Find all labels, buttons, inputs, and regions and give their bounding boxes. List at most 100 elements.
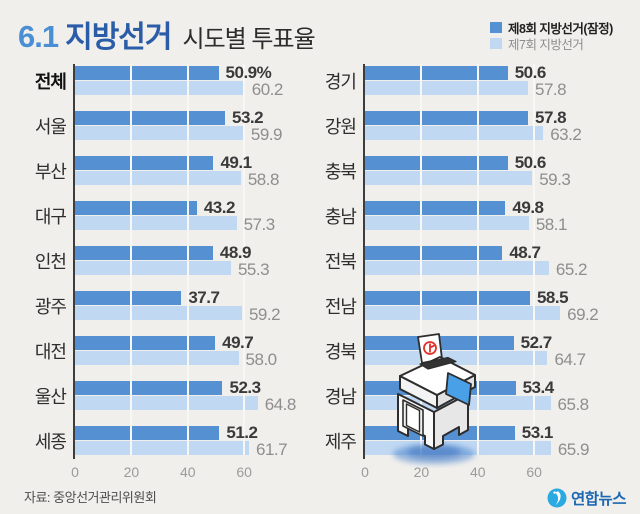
category-label: 경남 — [324, 386, 357, 407]
bar-8th-election — [75, 201, 197, 215]
value-label-8th: 48.7 — [509, 243, 541, 262]
bar-7th-election — [75, 171, 241, 185]
category-label: 강원 — [324, 116, 357, 137]
value-label-7th: 63.2 — [550, 125, 582, 144]
value-label-8th: 58.5 — [536, 288, 569, 307]
page-title: 6.1 지방선거 시도별 투표율 — [18, 12, 316, 56]
value-label-7th: 64.7 — [554, 350, 586, 369]
value-label-7th: 60.2 — [251, 80, 284, 99]
value-label-7th: 59.3 — [539, 170, 571, 189]
bar-7th-election — [365, 216, 529, 230]
category-label: 인천 — [34, 251, 67, 272]
value-label-7th: 61.7 — [255, 440, 288, 459]
value-label-8th: 48.9 — [219, 243, 252, 262]
x-axis-tick-label: 60 — [526, 464, 542, 480]
x-axis-tick-label: 40 — [470, 464, 486, 480]
bar-8th-election — [75, 66, 219, 80]
ballot-body-right — [433, 393, 469, 450]
value-label-7th: 65.2 — [555, 260, 588, 279]
gridline — [476, 64, 479, 455]
bar-8th-election — [75, 246, 213, 260]
x-axis-tick-label: 60 — [236, 464, 252, 480]
bar-7th-election — [75, 351, 239, 365]
category-label: 울산 — [34, 386, 67, 407]
bar-7th-election — [75, 126, 244, 140]
bar-7th-election — [365, 81, 528, 95]
bar-8th-election — [75, 291, 182, 305]
chart-left-column: 전체 50.9% 60.2 서울 53.2 59.9 부산 49.1 58.8 대구 43.2 57.… — [16, 64, 328, 484]
bar-8th-election — [365, 201, 506, 215]
value-label-7th: 69.2 — [567, 305, 599, 324]
value-label-8th: 49.1 — [220, 153, 252, 172]
title-date: 6.1 — [18, 19, 59, 54]
value-label-8th: 52.7 — [520, 333, 553, 352]
x-axis-tick-label: 20 — [413, 464, 430, 480]
value-label-8th: 37.7 — [188, 288, 220, 307]
bar-7th-election — [365, 126, 544, 140]
value-label-8th: 53.2 — [232, 108, 264, 127]
legend-swatch-7th — [490, 37, 502, 49]
bar-7th-election — [75, 396, 258, 410]
value-label-7th: 58.1 — [535, 215, 568, 234]
value-label-8th: 43.2 — [203, 198, 236, 217]
value-label-8th: 49.7 — [222, 333, 254, 352]
value-label-7th: 58.8 — [247, 170, 280, 189]
bar-8th-election — [365, 111, 528, 125]
category-label: 전체 — [34, 71, 67, 92]
value-label-7th: 58.0 — [245, 350, 278, 369]
x-axis-tick-label: 0 — [361, 464, 369, 480]
category-label: 대구 — [34, 206, 67, 227]
legend: 제8회 지방선거(잠정) 제7회 지방선거 — [490, 19, 613, 52]
bar-8th-election — [365, 66, 508, 80]
category-label: 대전 — [34, 341, 67, 362]
source-note: 자료: 중앙선거관리위원회 — [24, 490, 157, 505]
bar-7th-election — [75, 216, 237, 230]
bar-8th-election — [75, 381, 223, 395]
value-label-8th: 52.3 — [229, 378, 261, 397]
category-label: 세종 — [34, 431, 67, 452]
value-label-7th: 57.8 — [534, 80, 567, 99]
value-label-8th: 50.6 — [514, 153, 547, 172]
legend-label-7th: 제7회 지방선거 — [508, 37, 584, 52]
bar-7th-election — [365, 306, 561, 320]
gridline — [186, 64, 189, 455]
bar-7th-election — [75, 81, 245, 95]
ballot-slot — [419, 356, 457, 370]
category-label: 광주 — [34, 296, 67, 317]
legend-swatch-8th — [490, 21, 502, 33]
value-label-7th: 59.9 — [250, 125, 283, 144]
legend-label-8th: 제8회 지방선거(잠정) — [508, 21, 613, 36]
category-label: 부산 — [34, 161, 67, 182]
x-axis-tick-label: 20 — [123, 464, 140, 480]
ballot-stamp — [423, 341, 437, 355]
ballot-box-illustration — [393, 333, 476, 464]
category-label: 경북 — [324, 341, 357, 362]
value-label-7th: 64.8 — [264, 395, 297, 414]
yonhap-logo-text: 연합뉴스 — [570, 491, 627, 508]
value-label-7th: 65.9 — [557, 440, 590, 459]
title-subtitle: 시도별 투표율 — [182, 26, 316, 53]
bar-8th-election — [75, 426, 220, 440]
value-label-8th: 50.6 — [514, 63, 547, 82]
bar-7th-election — [75, 306, 242, 320]
value-label-8th: 57.8 — [534, 108, 567, 127]
value-label-7th: 57.3 — [243, 215, 276, 234]
value-label-7th: 59.2 — [248, 305, 281, 324]
bar-7th-election — [365, 351, 548, 365]
legend-item-7th: 제7회 지방선거 — [490, 35, 613, 52]
x-axis-tick-label: 0 — [71, 464, 79, 480]
value-label-8th: 53.1 — [521, 423, 554, 442]
category-label: 제주 — [324, 431, 357, 452]
news-agency-logo: 연합뉴스 — [547, 487, 627, 509]
bar-8th-election — [75, 156, 214, 170]
bar-8th-election — [365, 156, 508, 170]
value-label-8th: 49.8 — [512, 198, 544, 217]
yonhap-logo-icon — [547, 488, 567, 508]
category-label: 충북 — [324, 161, 357, 182]
category-label: 충남 — [324, 206, 357, 227]
bar-8th-election — [75, 336, 216, 350]
gridline — [533, 64, 536, 455]
bar-7th-election — [365, 171, 533, 185]
value-label-8th: 50.9% — [225, 63, 272, 82]
bar-7th-election — [365, 261, 549, 275]
